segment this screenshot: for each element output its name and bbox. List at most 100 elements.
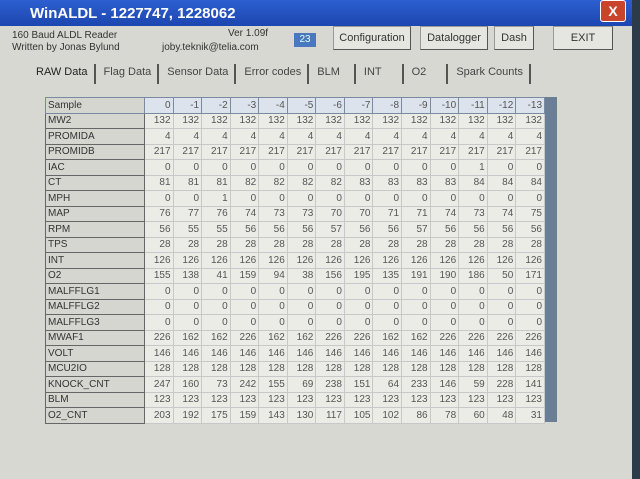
app-description: 160 Baud ALDL Reader (12, 30, 118, 41)
table-cell: 132 (201, 112, 231, 129)
table-row: MW2 132 132 132 132 132 132 132 132 132 132 132 132 1… (45, 112, 545, 129)
tab-spark-counts[interactable]: Spark Counts (450, 64, 531, 84)
table-cell: 4 (343, 128, 374, 145)
table-cell: 128 (229, 360, 260, 377)
table-cell: 56 (229, 221, 260, 238)
title-bar[interactable]: WinALDL - 1227747, 1228062 X (0, 0, 632, 26)
configuration-button[interactable]: Configuration (333, 26, 411, 50)
table-row: MALFFLG1 0 0 0 0 0 0 0 0 0 0 0 0 0 0 (45, 283, 545, 300)
table-cell: 123 (201, 391, 231, 408)
table-cell: 28 (315, 236, 345, 253)
row-label: PROMIDB (45, 143, 145, 160)
table-cell: 0 (143, 190, 174, 207)
table-cell: 217 (372, 143, 403, 160)
table-cell: 74 (229, 205, 260, 222)
table-cell: 146 (401, 345, 431, 362)
table-cell: 0 (286, 159, 317, 176)
table-cell: 128 (429, 360, 460, 377)
table-cell: 132 (343, 112, 374, 129)
table-cell: 83 (372, 174, 403, 191)
table-cell: 0 (143, 314, 174, 331)
table-cell: 56 (372, 221, 403, 238)
table-cell: 0 (315, 283, 345, 300)
table-cell: 1 (458, 159, 488, 176)
table-row: MCU2IO 128 128 128 128 128 128 128 128 128 128 128 1… (45, 360, 545, 377)
row-label: MWAF1 (45, 329, 145, 346)
tab-blm[interactable]: BLM (311, 64, 356, 84)
table-cell: 28 (343, 236, 374, 253)
column-header: 0 (143, 97, 174, 114)
table-cell: 84 (458, 174, 488, 191)
table-cell: 128 (201, 360, 231, 377)
table-cell: 128 (515, 360, 545, 377)
table-cell: 123 (401, 391, 431, 408)
table-cell: 28 (486, 236, 517, 253)
table-cell: 0 (429, 298, 460, 315)
tab-error-codes[interactable]: Error codes (238, 64, 310, 84)
table-row: INT 126 126 126 126 126 126 126 126 126 126 126 126 1… (45, 252, 545, 269)
table-cell: 0 (315, 159, 345, 176)
table-cell: 0 (486, 190, 517, 207)
tab-flag-data[interactable]: Flag Data (98, 64, 160, 84)
table-cell: 123 (486, 391, 517, 408)
table-cell: 28 (229, 236, 260, 253)
table-cell: 192 (172, 407, 203, 424)
table-cell: 73 (201, 376, 231, 393)
table-cell: 226 (429, 329, 460, 346)
table-cell: 226 (515, 329, 545, 346)
column-header: -2 (201, 97, 231, 114)
tab-raw-data[interactable]: RAW Data (30, 64, 96, 84)
row-label: MALFFLG1 (45, 283, 145, 300)
table-cell: 70 (343, 205, 374, 222)
table-cell: 0 (343, 314, 374, 331)
table-cell: 0 (401, 190, 431, 207)
column-header: -7 (343, 97, 374, 114)
table-cell: 123 (343, 391, 374, 408)
datalogger-button[interactable]: Datalogger (420, 26, 488, 50)
close-icon[interactable]: X (600, 0, 626, 22)
table-cell: 28 (172, 236, 203, 253)
table-cell: 0 (429, 190, 460, 207)
table-cell: 217 (343, 143, 374, 160)
table-cell: 4 (458, 128, 488, 145)
table-cell: 0 (258, 283, 288, 300)
table-cell: 123 (458, 391, 488, 408)
table-cell: 56 (258, 221, 288, 238)
table-cell: 226 (229, 329, 260, 346)
table-scrollbar[interactable] (545, 97, 557, 422)
table-row: PROMIDB 217 217 217 217 217 217 217 217 217 217 217… (45, 143, 545, 160)
table-cell: 0 (429, 283, 460, 300)
table-cell: 59 (458, 376, 488, 393)
table-cell: 0 (229, 190, 260, 207)
table-cell: 56 (458, 221, 488, 238)
table-cell: 28 (429, 236, 460, 253)
column-header: -1 (172, 97, 203, 114)
table-cell: 126 (258, 252, 288, 269)
table-cell: 0 (486, 314, 517, 331)
table-cell: 0 (401, 283, 431, 300)
table-cell: 4 (401, 128, 431, 145)
table-cell: 57 (401, 221, 431, 238)
tab-int[interactable]: INT (358, 64, 404, 84)
table-cell: 0 (229, 298, 260, 315)
table-cell: 0 (229, 283, 260, 300)
table-cell: 0 (372, 190, 403, 207)
exit-button[interactable]: EXIT (553, 26, 613, 50)
row-label: MALFFLG2 (45, 298, 145, 315)
table-cell: 4 (429, 128, 460, 145)
row-label: MAP (45, 205, 145, 222)
table-cell: 74 (486, 205, 517, 222)
table-cell: 132 (315, 112, 345, 129)
table-cell: 132 (486, 112, 517, 129)
table-cell: 82 (315, 174, 345, 191)
tab-sensor-data[interactable]: Sensor Data (161, 64, 237, 84)
table-cell: 146 (429, 376, 460, 393)
table-cell: 146 (429, 345, 460, 362)
table-row: O2_CNT 203 192 175 159 143 130 117 105 102 86 78 60 4… (45, 407, 545, 424)
tab-o2[interactable]: O2 (406, 64, 449, 84)
table-cell: 83 (429, 174, 460, 191)
dash-button[interactable]: Dash (494, 26, 534, 50)
table-cell: 135 (372, 267, 403, 284)
table-cell: 0 (429, 159, 460, 176)
table-cell: 0 (172, 190, 203, 207)
